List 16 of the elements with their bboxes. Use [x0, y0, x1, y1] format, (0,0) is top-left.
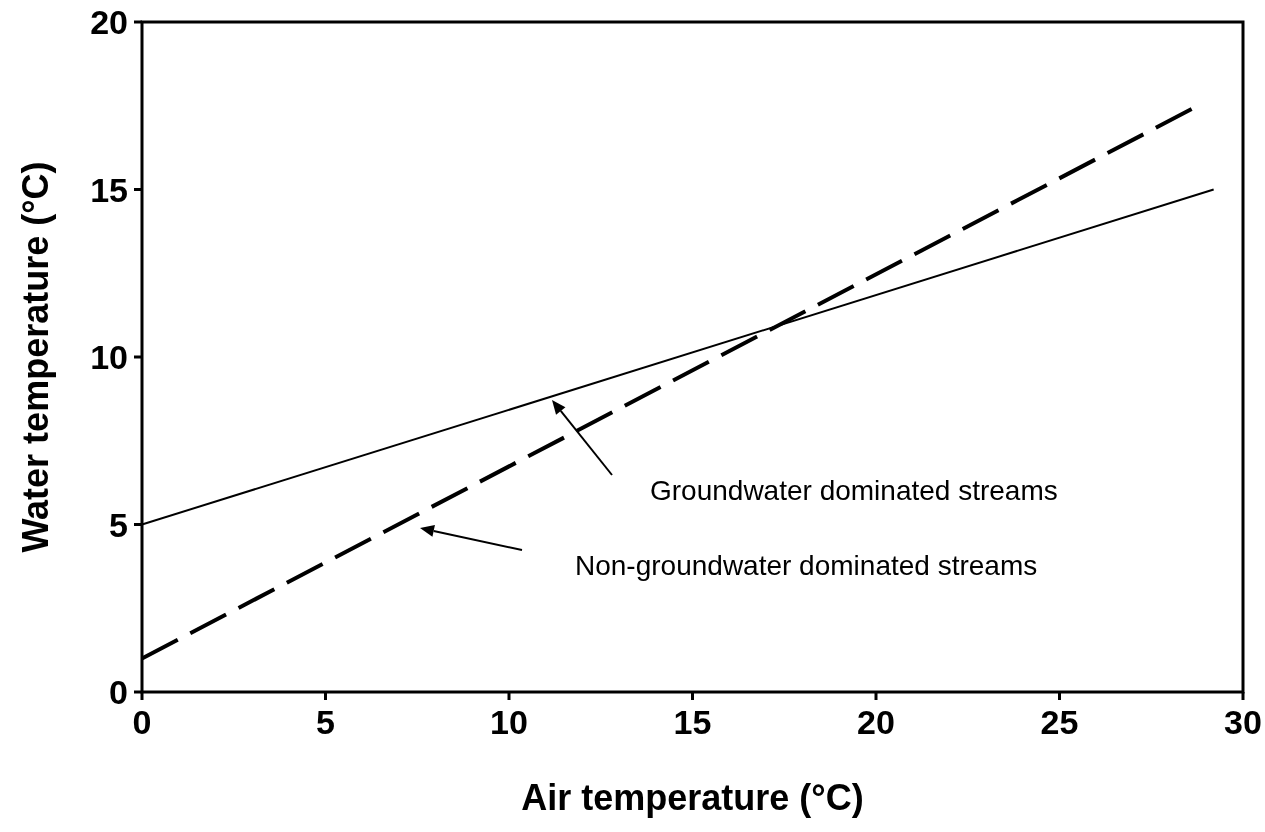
- y-tick-label: 10: [90, 338, 128, 376]
- x-tick-label: 15: [673, 703, 712, 741]
- x-tick-label: 20: [857, 703, 895, 741]
- y-tick-label: 0: [109, 673, 128, 711]
- y-tick-label: 5: [109, 505, 128, 544]
- x-tick-label: 30: [1224, 703, 1262, 741]
- y-axis-title: Water temperature (°C): [15, 161, 56, 553]
- x-tick-label: 5: [316, 703, 335, 741]
- x-tick-label: 0: [132, 703, 152, 741]
- x-tick-label: 10: [490, 703, 528, 741]
- annotation: Groundwater dominated streams: [650, 475, 1058, 506]
- y-tick-label: 15: [90, 170, 128, 209]
- y-tick-label: 20: [90, 3, 128, 41]
- annotation: Non-groundwater dominated streams: [575, 550, 1038, 581]
- x-axis-title: Air temperature (°C): [521, 777, 864, 818]
- x-tick-label: 25: [1040, 703, 1079, 741]
